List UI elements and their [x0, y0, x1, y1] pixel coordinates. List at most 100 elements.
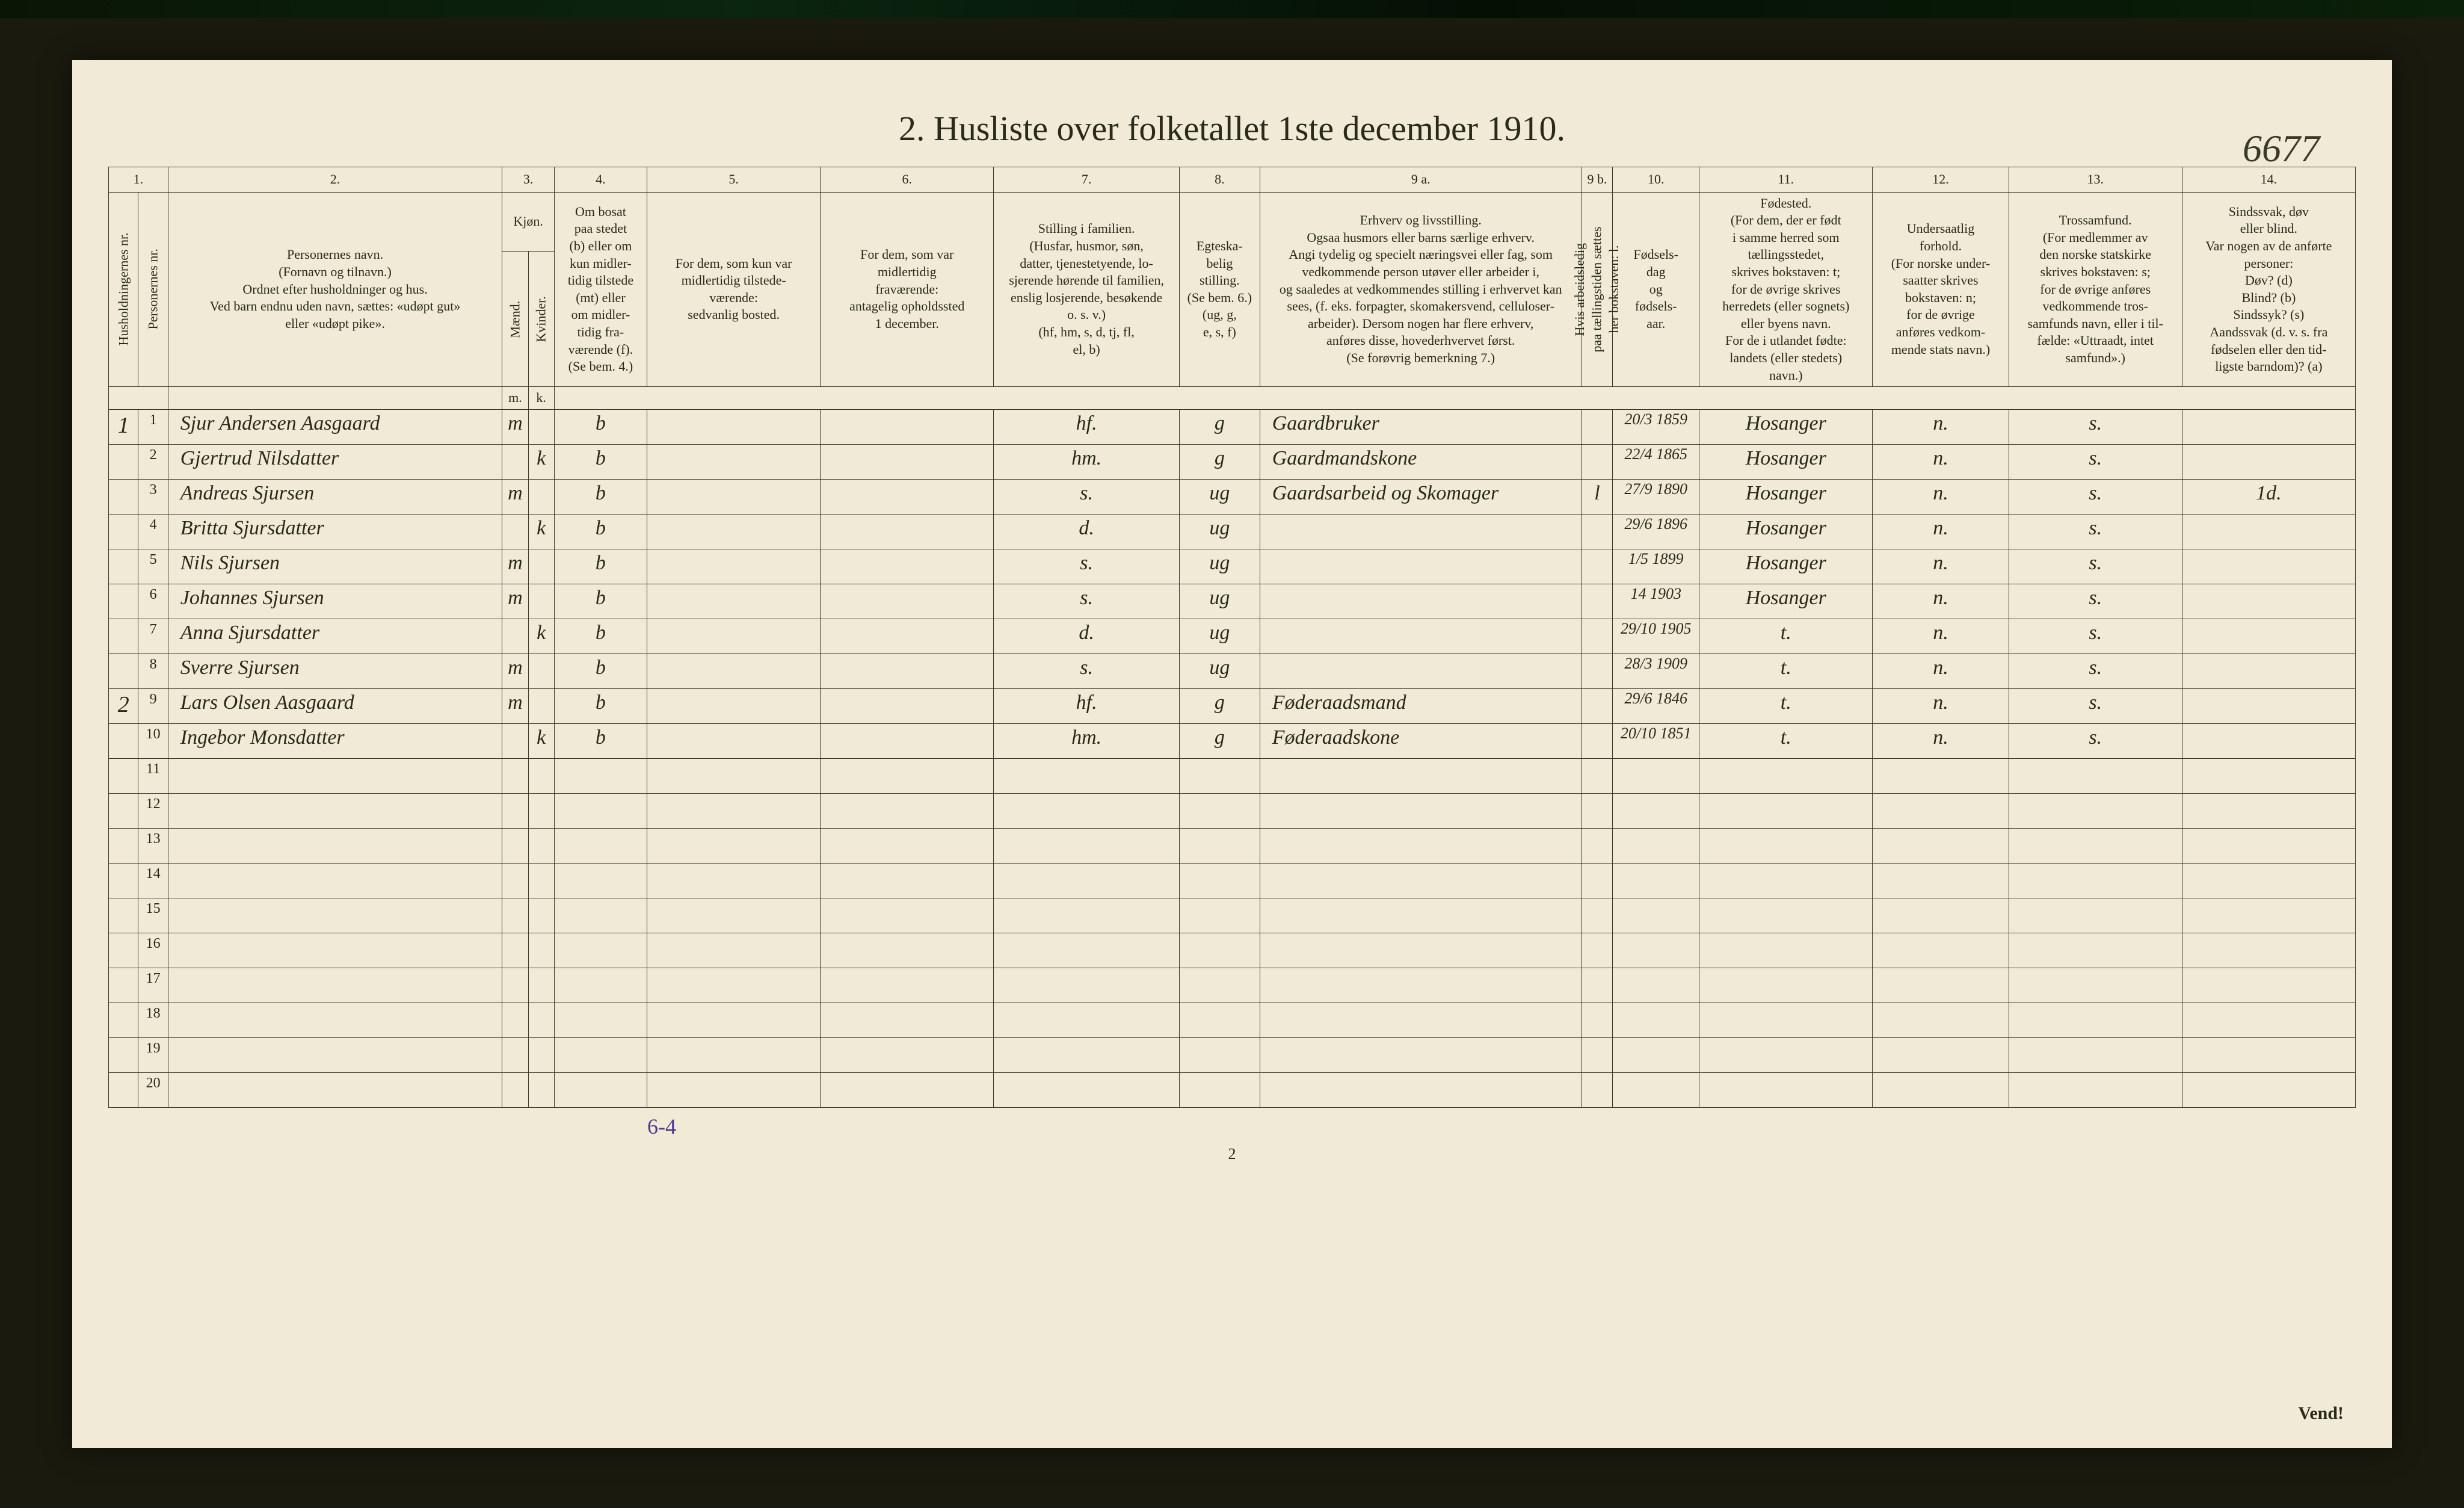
- cell-birthplace: t.: [1699, 654, 1873, 688]
- hdr-unemployed: Hvis arbeidsledig paa tællingstiden sætt…: [1582, 192, 1612, 387]
- cell-female: [528, 1037, 554, 1072]
- cell-male: [502, 828, 528, 863]
- cell-religion: s.: [2009, 479, 2182, 514]
- cell-occupation: [1260, 1003, 1582, 1037]
- cell-female: [528, 968, 554, 1003]
- cell-marital: [1179, 933, 1260, 968]
- cell-residence: [554, 828, 647, 863]
- cell-family-pos: d.: [994, 619, 1180, 654]
- cell-person-nr: 17: [138, 968, 168, 1003]
- hdr-sex: Kjøn.: [502, 192, 554, 252]
- colnum-9a: 9 a.: [1260, 167, 1582, 193]
- cell-family-pos: d.: [994, 514, 1180, 549]
- cell-unemployed: [1582, 688, 1612, 723]
- hdr-marital: Egteska- belig stilling. (Se bem. 6.) (u…: [1179, 192, 1260, 387]
- cell-religion: [2009, 933, 2182, 968]
- cell-nationality: [1873, 933, 2009, 968]
- cell-birthdate: 29/6 1846: [1613, 688, 1699, 723]
- cell-religion: s.: [2009, 514, 2182, 549]
- table-row: 10Ingebor Monsdatterkbhm.gFøderaadskone2…: [109, 723, 2356, 758]
- cell-nationality: [1873, 758, 2009, 793]
- cell-temp-absent: [821, 654, 994, 688]
- cell-residence: [554, 898, 647, 933]
- cell-female: [528, 584, 554, 619]
- cell-name: [168, 1072, 502, 1107]
- cell-marital: [1179, 1003, 1260, 1037]
- cell-person-nr: 3: [138, 479, 168, 514]
- cell-unemployed: [1582, 968, 1612, 1003]
- cell-male: [502, 1072, 528, 1107]
- cell-residence: b: [554, 444, 647, 479]
- hdr-family-pos: Stilling i familien. (Husfar, husmor, sø…: [994, 192, 1180, 387]
- cell-marital: g: [1179, 723, 1260, 758]
- cell-temp-present: [647, 898, 821, 933]
- cell-male: m: [502, 688, 528, 723]
- cell-birthplace: Hosanger: [1699, 409, 1873, 444]
- cell-household-nr: [109, 549, 138, 584]
- cell-household-nr: [109, 828, 138, 863]
- footer-page-number: 2: [108, 1145, 2356, 1163]
- cell-occupation: [1260, 654, 1582, 688]
- table-row: 8Sverre Sjursenmbs.ug28/3 1909t.n.s.: [109, 654, 2356, 688]
- scanner-dark-strip: [0, 0, 2464, 18]
- cell-male: [502, 1003, 528, 1037]
- cell-nationality: [1873, 863, 2009, 898]
- cell-marital: ug: [1179, 654, 1260, 688]
- cell-person-nr: 5: [138, 549, 168, 584]
- cell-female: [528, 688, 554, 723]
- hdr-name: Personernes navn. (Fornavn og tilnavn.) …: [168, 192, 502, 387]
- cell-disability: [2182, 723, 2355, 758]
- cell-family-pos: s.: [994, 584, 1180, 619]
- cell-person-nr: 8: [138, 654, 168, 688]
- cell-family-pos: hf.: [994, 409, 1180, 444]
- handwritten-page-number: 6677: [2243, 126, 2320, 171]
- cell-disability: [2182, 619, 2355, 654]
- cell-occupation: [1260, 828, 1582, 863]
- cell-unemployed: [1582, 514, 1612, 549]
- cell-unemployed: [1582, 444, 1612, 479]
- cell-residence: [554, 968, 647, 1003]
- cell-birthplace: Hosanger: [1699, 479, 1873, 514]
- cell-male: [502, 863, 528, 898]
- colnum-12: 12.: [1873, 167, 2009, 193]
- cell-birthdate: [1613, 1003, 1699, 1037]
- cell-person-nr: 12: [138, 793, 168, 828]
- cell-temp-absent: [821, 444, 994, 479]
- cell-religion: [2009, 863, 2182, 898]
- cell-family-pos: [994, 793, 1180, 828]
- cell-name: [168, 793, 502, 828]
- cell-disability: 1d.: [2182, 479, 2355, 514]
- colnum-3: 3.: [502, 167, 554, 193]
- cell-unemployed: [1582, 723, 1612, 758]
- cell-household-nr: [109, 584, 138, 619]
- cell-person-nr: 18: [138, 1003, 168, 1037]
- cell-female: [528, 863, 554, 898]
- cell-person-nr: 6: [138, 584, 168, 619]
- cell-female: k: [528, 444, 554, 479]
- cell-temp-present: [647, 514, 821, 549]
- cell-temp-absent: [821, 409, 994, 444]
- cell-birthplace: [1699, 1003, 1873, 1037]
- cell-birthdate: [1613, 793, 1699, 828]
- cell-nationality: [1873, 793, 2009, 828]
- cell-temp-present: [647, 933, 821, 968]
- census-page: 6677 2. Husliste over folketallet 1ste d…: [72, 60, 2392, 1448]
- cell-name: Johannes Sjursen: [168, 584, 502, 619]
- cell-unemployed: [1582, 1003, 1612, 1037]
- cell-residence: b: [554, 688, 647, 723]
- cell-name: [168, 828, 502, 863]
- cell-temp-absent: [821, 584, 994, 619]
- cell-nationality: [1873, 1072, 2009, 1107]
- cell-occupation: Gaardbruker: [1260, 409, 1582, 444]
- cell-female: k: [528, 723, 554, 758]
- hdr-birthdate: Fødsels- dag og fødsels- aar.: [1613, 192, 1699, 387]
- cell-unemployed: [1582, 619, 1612, 654]
- cell-religion: s.: [2009, 584, 2182, 619]
- cell-female: [528, 654, 554, 688]
- cell-marital: ug: [1179, 549, 1260, 584]
- cell-marital: [1179, 863, 1260, 898]
- cell-birthdate: [1613, 758, 1699, 793]
- cell-temp-present: [647, 793, 821, 828]
- cell-marital: ug: [1179, 479, 1260, 514]
- cell-name: Lars Olsen Aasgaard: [168, 688, 502, 723]
